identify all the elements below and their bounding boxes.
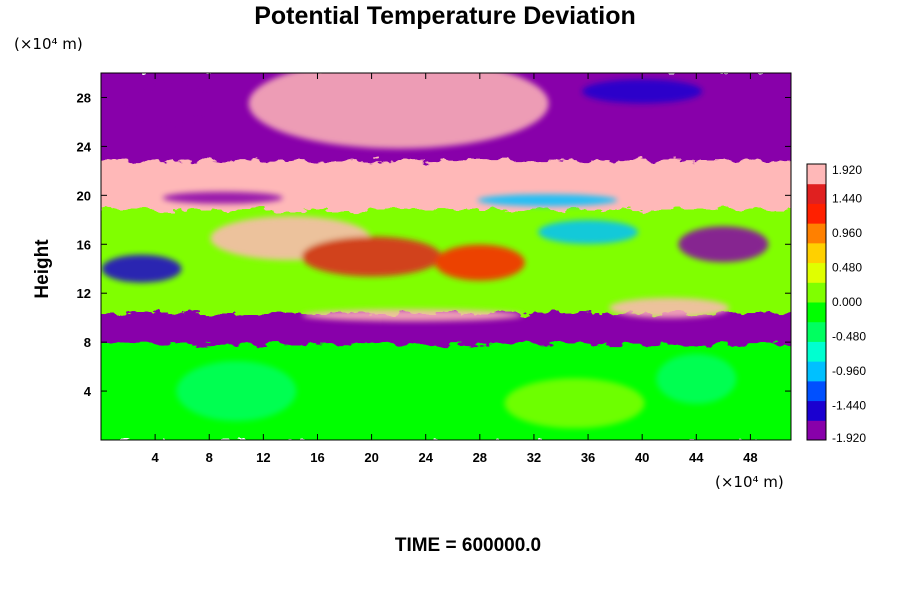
colorbar-swatch xyxy=(807,282,826,303)
colorbar-ticks: 1.920 1.440 0.960 0.480 0.000 -0.480 -0.960 -1.… xyxy=(832,163,866,445)
heatmap-field xyxy=(101,73,791,440)
colorbar xyxy=(806,163,827,441)
colorbar-tick-label: -0.480 xyxy=(832,330,866,344)
field-feature xyxy=(678,226,769,263)
x-tick-label: 20 xyxy=(364,450,378,465)
field-feature xyxy=(434,244,525,281)
y-tick-label: 4 xyxy=(84,384,92,399)
colorbar-swatch xyxy=(807,262,826,283)
time-annotation: TIME = 600000.0 xyxy=(395,535,541,556)
field-feature xyxy=(582,79,703,104)
field-feature xyxy=(302,309,523,322)
colorbar-tick-label: -0.960 xyxy=(832,364,866,378)
x-tick-label: 40 xyxy=(635,450,649,465)
colorbar-swatch xyxy=(807,341,826,362)
field-feature xyxy=(538,220,639,245)
x-tick-label: 24 xyxy=(418,450,433,465)
x-unit-label: (×10⁴ m) xyxy=(715,473,784,491)
y-tick-label: 8 xyxy=(84,335,91,350)
y-tick-label: 12 xyxy=(77,286,91,301)
field-feature xyxy=(128,83,209,124)
field-feature xyxy=(162,191,283,204)
field-feature xyxy=(609,297,730,318)
colorbar-swatch xyxy=(807,183,826,204)
colorbar-swatch xyxy=(807,321,826,342)
colorbar-tick-label: -1.440 xyxy=(832,399,866,413)
plot-frame xyxy=(100,72,792,441)
field-feature xyxy=(176,361,297,422)
x-tick-label: 32 xyxy=(527,450,541,465)
x-tick-label: 8 xyxy=(206,450,213,465)
x-tick-label: 28 xyxy=(473,450,487,465)
colorbar-swatch xyxy=(807,164,826,185)
x-tick-label: 12 xyxy=(256,450,270,465)
colorbar-tick-label: 0.960 xyxy=(832,226,862,240)
y-axis-ticks: 4 8 12 16 20 24 28 xyxy=(77,90,791,399)
field-feature xyxy=(504,378,645,429)
colorbar-swatch xyxy=(807,380,826,402)
x-tick-label: 36 xyxy=(581,450,595,465)
y-axis-label: Height xyxy=(32,239,53,299)
field-feature xyxy=(656,353,737,404)
colorbar-swatch xyxy=(807,400,826,421)
field-feature xyxy=(101,254,182,283)
y-tick-label: 28 xyxy=(77,90,91,105)
colorbar-tick-label: -1.920 xyxy=(832,431,866,445)
y-unit-label: (×10⁴ m) xyxy=(14,35,83,53)
colorbar-swatch xyxy=(807,203,826,224)
colorbar-swatch xyxy=(807,223,826,244)
colorbar-tick-label: 0.480 xyxy=(832,261,862,275)
colorbar-tick-label: 0.000 xyxy=(832,295,862,309)
x-tick-label: 4 xyxy=(152,450,160,465)
field-feature xyxy=(301,236,442,277)
x-tick-label: 48 xyxy=(743,450,757,465)
x-tick-label: 16 xyxy=(310,450,324,465)
colorbar-tick-label: 1.920 xyxy=(832,163,862,177)
colorbar-swatch xyxy=(807,302,826,323)
colorbar-swatch xyxy=(807,242,826,264)
colorbar-swatch xyxy=(807,361,826,382)
chart-title: Potential Temperature Deviation xyxy=(254,2,636,30)
colorbar-tick-label: 1.440 xyxy=(832,192,862,206)
colorbar-swatch xyxy=(807,420,826,441)
field-feature xyxy=(477,194,618,207)
x-tick-label: 44 xyxy=(689,450,704,465)
x-axis-ticks: 4 8 12 16 20 24 28 32 36 40 44 48 xyxy=(152,73,758,465)
field-feature xyxy=(248,73,549,149)
y-tick-label: 24 xyxy=(77,139,92,154)
y-tick-label: 16 xyxy=(77,237,91,252)
y-tick-label: 20 xyxy=(77,188,91,203)
